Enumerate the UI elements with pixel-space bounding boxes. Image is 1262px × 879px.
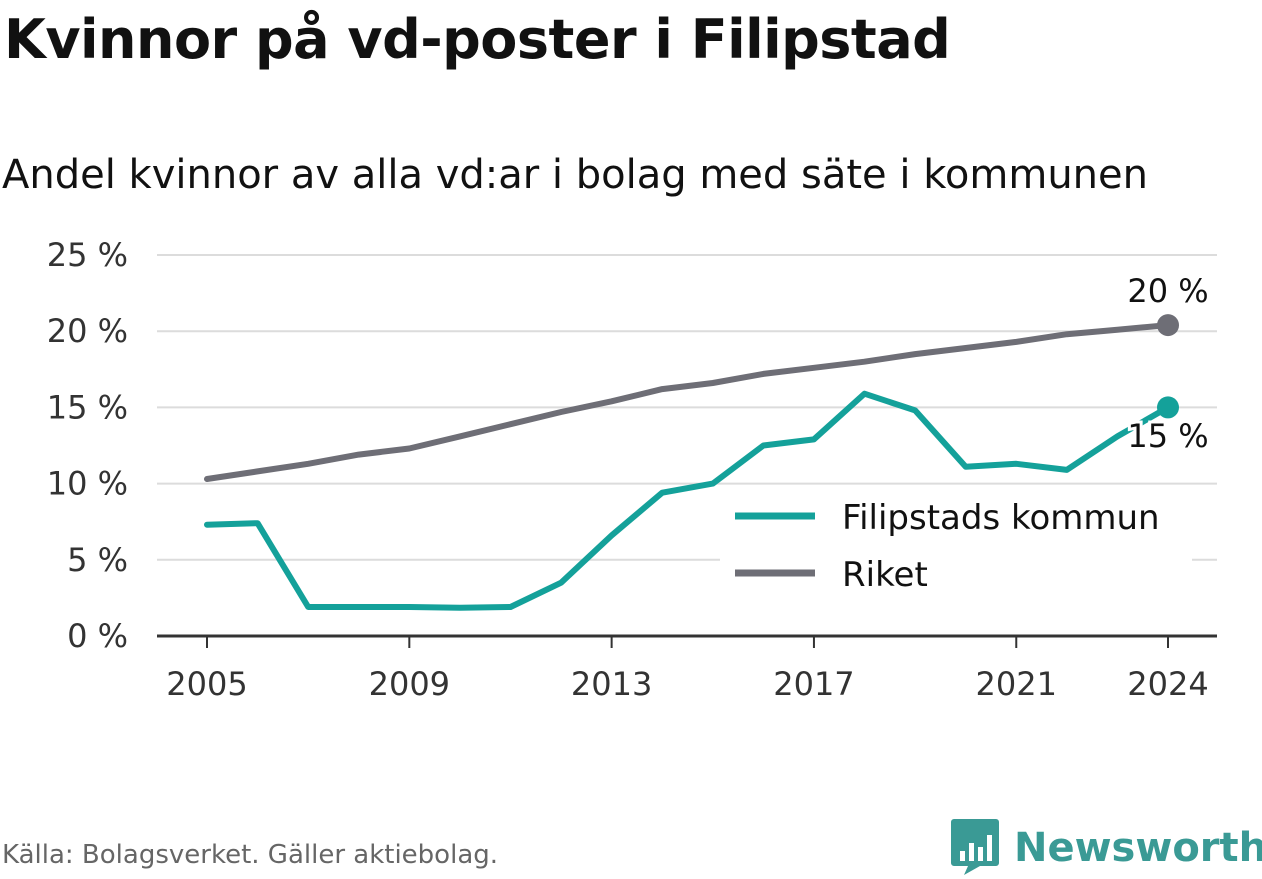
x-tick-label: 2024: [1127, 665, 1208, 703]
x-tick-label: 2013: [571, 665, 652, 703]
y-tick-label: 20 %: [47, 312, 128, 350]
chart-subtitle: Andel kvinnor av alla vd:ar i bolag med …: [2, 152, 1148, 198]
x-tick-label: 2017: [773, 665, 854, 703]
legend-label-riket: Riket: [842, 555, 928, 595]
y-tick-label: 5 %: [67, 541, 128, 579]
end-label-kommun: 15 %: [1127, 417, 1208, 455]
legend: Filipstads kommun Riket: [720, 487, 1192, 595]
y-tick-label: 15 %: [47, 388, 128, 426]
y-tick-label: 10 %: [47, 465, 128, 503]
source-note: Källa: Bolagsverket. Gäller aktiebolag.: [2, 840, 499, 870]
gridlines: [157, 254, 1217, 638]
series-line-kommun: [204, 390, 1171, 611]
series-end-point-riket: [1157, 314, 1179, 337]
legend-background: [720, 487, 1192, 595]
newsworthy-logo-icon: [950, 817, 1000, 879]
end-label-riket: 20 %: [1127, 272, 1208, 310]
x-tick-label: 2005: [166, 665, 247, 703]
brand-logo: Newsworthy: [950, 818, 1262, 878]
series-lines: [204, 314, 1179, 611]
y-tick-label: 25 %: [47, 236, 128, 274]
series-end-point-kommun: [1157, 396, 1179, 419]
x-tick-label: 2021: [976, 665, 1057, 703]
series-line-riket: [204, 322, 1171, 482]
chart-title: Kvinnor på vd-poster i Filipstad: [4, 8, 951, 71]
x-axis-ticks: 2005 2009 2013 2017 2021 2024: [166, 636, 1209, 703]
legend-label-kommun: Filipstads kommun: [842, 498, 1160, 538]
x-tick-label: 2009: [369, 665, 450, 703]
end-labels: 20 % 15 %: [1124, 272, 1211, 458]
line-chart: 0 %5 %10 %15 %20 %25 % 2005 2009 2013 2017 2…: [47, 236, 1217, 703]
brand-name: Newsworthy: [1014, 825, 1262, 871]
y-tick-label: 0 %: [67, 617, 128, 655]
y-axis-ticks: 0 % 5 % 10 % 15 % 20 % 25 %: [47, 236, 128, 655]
